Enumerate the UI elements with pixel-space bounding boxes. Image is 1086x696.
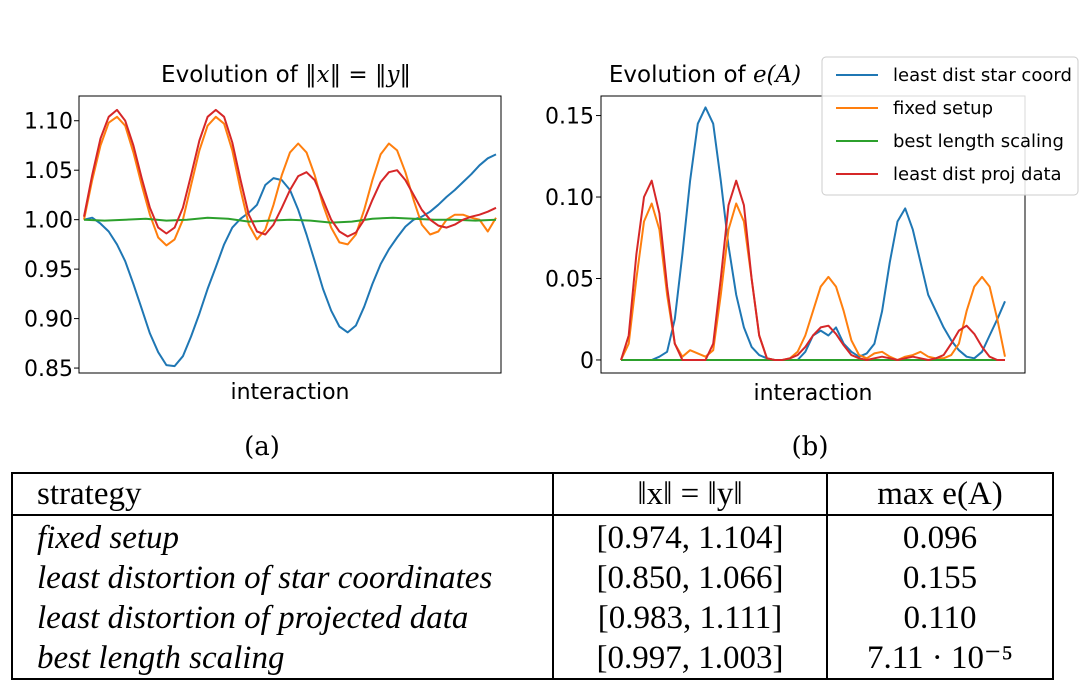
chart-a: Evolution of ‖x‖ = ‖y‖ 0.85 0.90 0.95 1.00 1…	[24, 62, 502, 462]
chart-a-ytick-label: 1.05	[24, 159, 73, 184]
legend-label-best-length-scaling: best length scaling	[893, 131, 1064, 152]
chart-a-title: Evolution of ‖x‖ = ‖y‖	[161, 62, 411, 88]
header-strategy: strategy	[12, 473, 553, 516]
chart-a-ytick-label: 0.90	[24, 308, 73, 333]
chart-b-ytick-label: 0	[580, 349, 594, 374]
table-row: least distortion of star coordinates [0.…	[12, 558, 1053, 598]
legend-box	[821, 56, 1079, 196]
cell-norm-range: [0.983, 1.111]	[552, 598, 827, 638]
cell-strategy: least distortion of projected data	[37, 600, 469, 636]
legend-label-least-dist-proj-data: least dist proj data	[893, 164, 1062, 185]
header-max-error: max e(A)	[826, 473, 1053, 516]
chart-a-ytick-label: 0.85	[24, 357, 73, 382]
header-norm: ‖x‖ = ‖y‖	[552, 473, 827, 516]
cell-max-error: 0.110	[826, 598, 1053, 638]
cell-strategy: least distortion of star coordinates	[37, 560, 493, 596]
chart-b-plot-frame	[600, 95, 1026, 374]
chart-a-series-best-length-scaling	[83, 216, 497, 224]
cell-max-error: 7.11 · 10⁻⁵	[826, 638, 1053, 679]
legend-label-least-dist-star-coord: least dist star coord	[893, 65, 1072, 86]
chart-a-series	[83, 108, 497, 368]
chart-b-ytick-label: 0.15	[545, 105, 594, 130]
table-row: best length scaling [0.997, 1.003] 7.11 …	[12, 638, 1053, 679]
cell-norm-range: [0.850, 1.066]	[552, 558, 827, 598]
chart-a-ytick-label: 0.95	[24, 258, 73, 283]
table-row: least distortion of projected data [0.98…	[12, 598, 1053, 638]
chart-b-xlabel: interaction	[754, 381, 873, 406]
chart-b-series-least-dist-proj-data	[620, 179, 1005, 361]
cell-strategy: fixed setup	[37, 520, 180, 556]
chart-a-series-least-dist-star-coord	[83, 153, 497, 368]
summary-table: strategy ‖x‖ = ‖y‖ max e(A) fixed setup …	[11, 472, 1054, 680]
cell-norm-range: [0.974, 1.104]	[552, 515, 827, 558]
chart-b-ytick-label: 0.10	[545, 186, 594, 211]
chart-b-series	[620, 106, 1006, 361]
charts-figure: Evolution of ‖x‖ = ‖y‖ 0.85 0.90 0.95 1.00 1…	[24, 56, 1079, 462]
chart-b-yticks: 0 0.05 0.10 0.15	[545, 105, 601, 374]
chart-a-xlabel: interaction	[231, 380, 350, 405]
chart-b: Evolution of e(A) 0 0.05 0.10 0.15 interact…	[545, 56, 1079, 462]
chart-b-series-fixed-setup	[620, 202, 1006, 361]
caption-b: (b)	[792, 432, 829, 462]
table-header-row: strategy ‖x‖ = ‖y‖ max e(A)	[12, 473, 1053, 516]
cell-norm-range: [0.997, 1.003]	[552, 638, 827, 679]
cell-strategy: best length scaling	[37, 640, 285, 676]
chart-a-yticks: 0.85 0.90 0.95 1.00 1.05 1.10	[24, 110, 79, 382]
legend-label-fixed-setup: fixed setup	[893, 98, 993, 119]
chart-b-title: Evolution of e(A)	[609, 62, 801, 88]
chart-a-ytick-label: 1.00	[24, 209, 73, 234]
table-row: fixed setup [0.974, 1.104] 0.096	[12, 515, 1053, 558]
caption-a: (a)	[244, 432, 280, 462]
chart-b-ytick-label: 0.05	[545, 267, 594, 292]
cell-max-error: 0.096	[826, 515, 1053, 558]
chart-a-plot-frame	[78, 95, 502, 374]
chart-b-legend: least dist star coord fixed setup best len…	[821, 56, 1079, 196]
chart-a-series-fixed-setup	[83, 115, 497, 247]
chart-a-series-least-dist-proj-data	[83, 108, 497, 238]
cell-max-error: 0.155	[826, 558, 1053, 598]
chart-a-ytick-label: 1.10	[24, 110, 73, 135]
